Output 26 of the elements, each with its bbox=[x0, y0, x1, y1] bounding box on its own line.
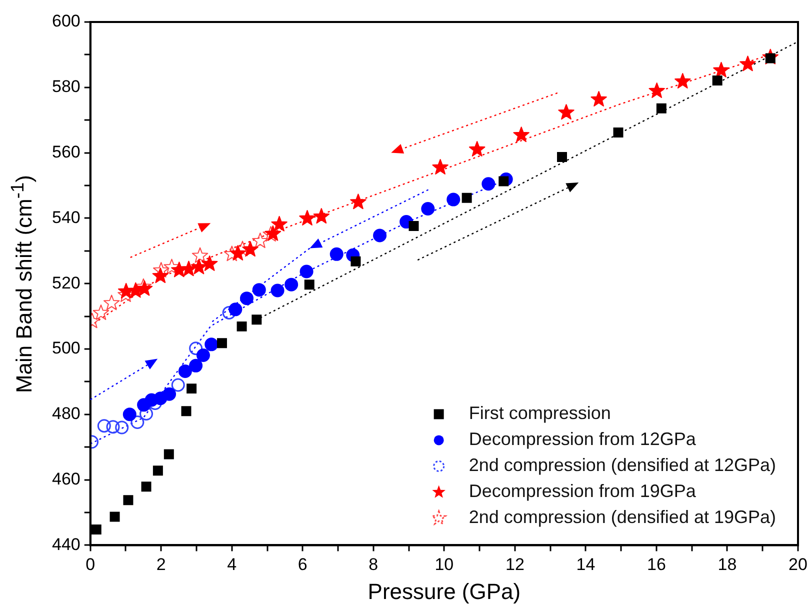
y-tick-label: 600 bbox=[52, 12, 80, 31]
y-tick-label: 460 bbox=[52, 469, 80, 488]
y-tick-label: 560 bbox=[52, 142, 80, 162]
y-tick-label: 440 bbox=[52, 534, 80, 554]
x-tick-label: 2 bbox=[156, 555, 166, 574]
x-tick-label: 18 bbox=[718, 555, 737, 574]
legend-label: 2nd compression (densified at 19GPa) bbox=[468, 507, 776, 528]
x-tick-label: 16 bbox=[647, 555, 666, 574]
x-tick-label: 6 bbox=[298, 555, 308, 574]
x-tick-label: 8 bbox=[368, 555, 378, 574]
legend-label: Decompression from 19GPa bbox=[468, 481, 697, 502]
x-tick-label: 14 bbox=[576, 555, 596, 574]
y-tick-label: 480 bbox=[52, 404, 80, 424]
legend-label: Decompression from 12GPa bbox=[468, 429, 697, 450]
y-tick-label: 520 bbox=[52, 273, 80, 292]
legend-label: First compression bbox=[468, 403, 611, 424]
legend-label: 2nd compression (densified at 12GPa) bbox=[468, 455, 776, 476]
y-tick-label: 540 bbox=[52, 208, 80, 227]
x-tick-label: 20 bbox=[788, 555, 808, 574]
x-tick-label: 0 bbox=[86, 555, 96, 574]
x-axis-title: Pressure (GPa) bbox=[368, 578, 521, 604]
x-tick-label: 4 bbox=[227, 555, 237, 574]
x-tick-label: 12 bbox=[505, 555, 524, 574]
x-tick-label: 10 bbox=[434, 555, 454, 574]
y-tick-label: 500 bbox=[52, 338, 80, 358]
y-tick-label: 580 bbox=[52, 77, 80, 96]
